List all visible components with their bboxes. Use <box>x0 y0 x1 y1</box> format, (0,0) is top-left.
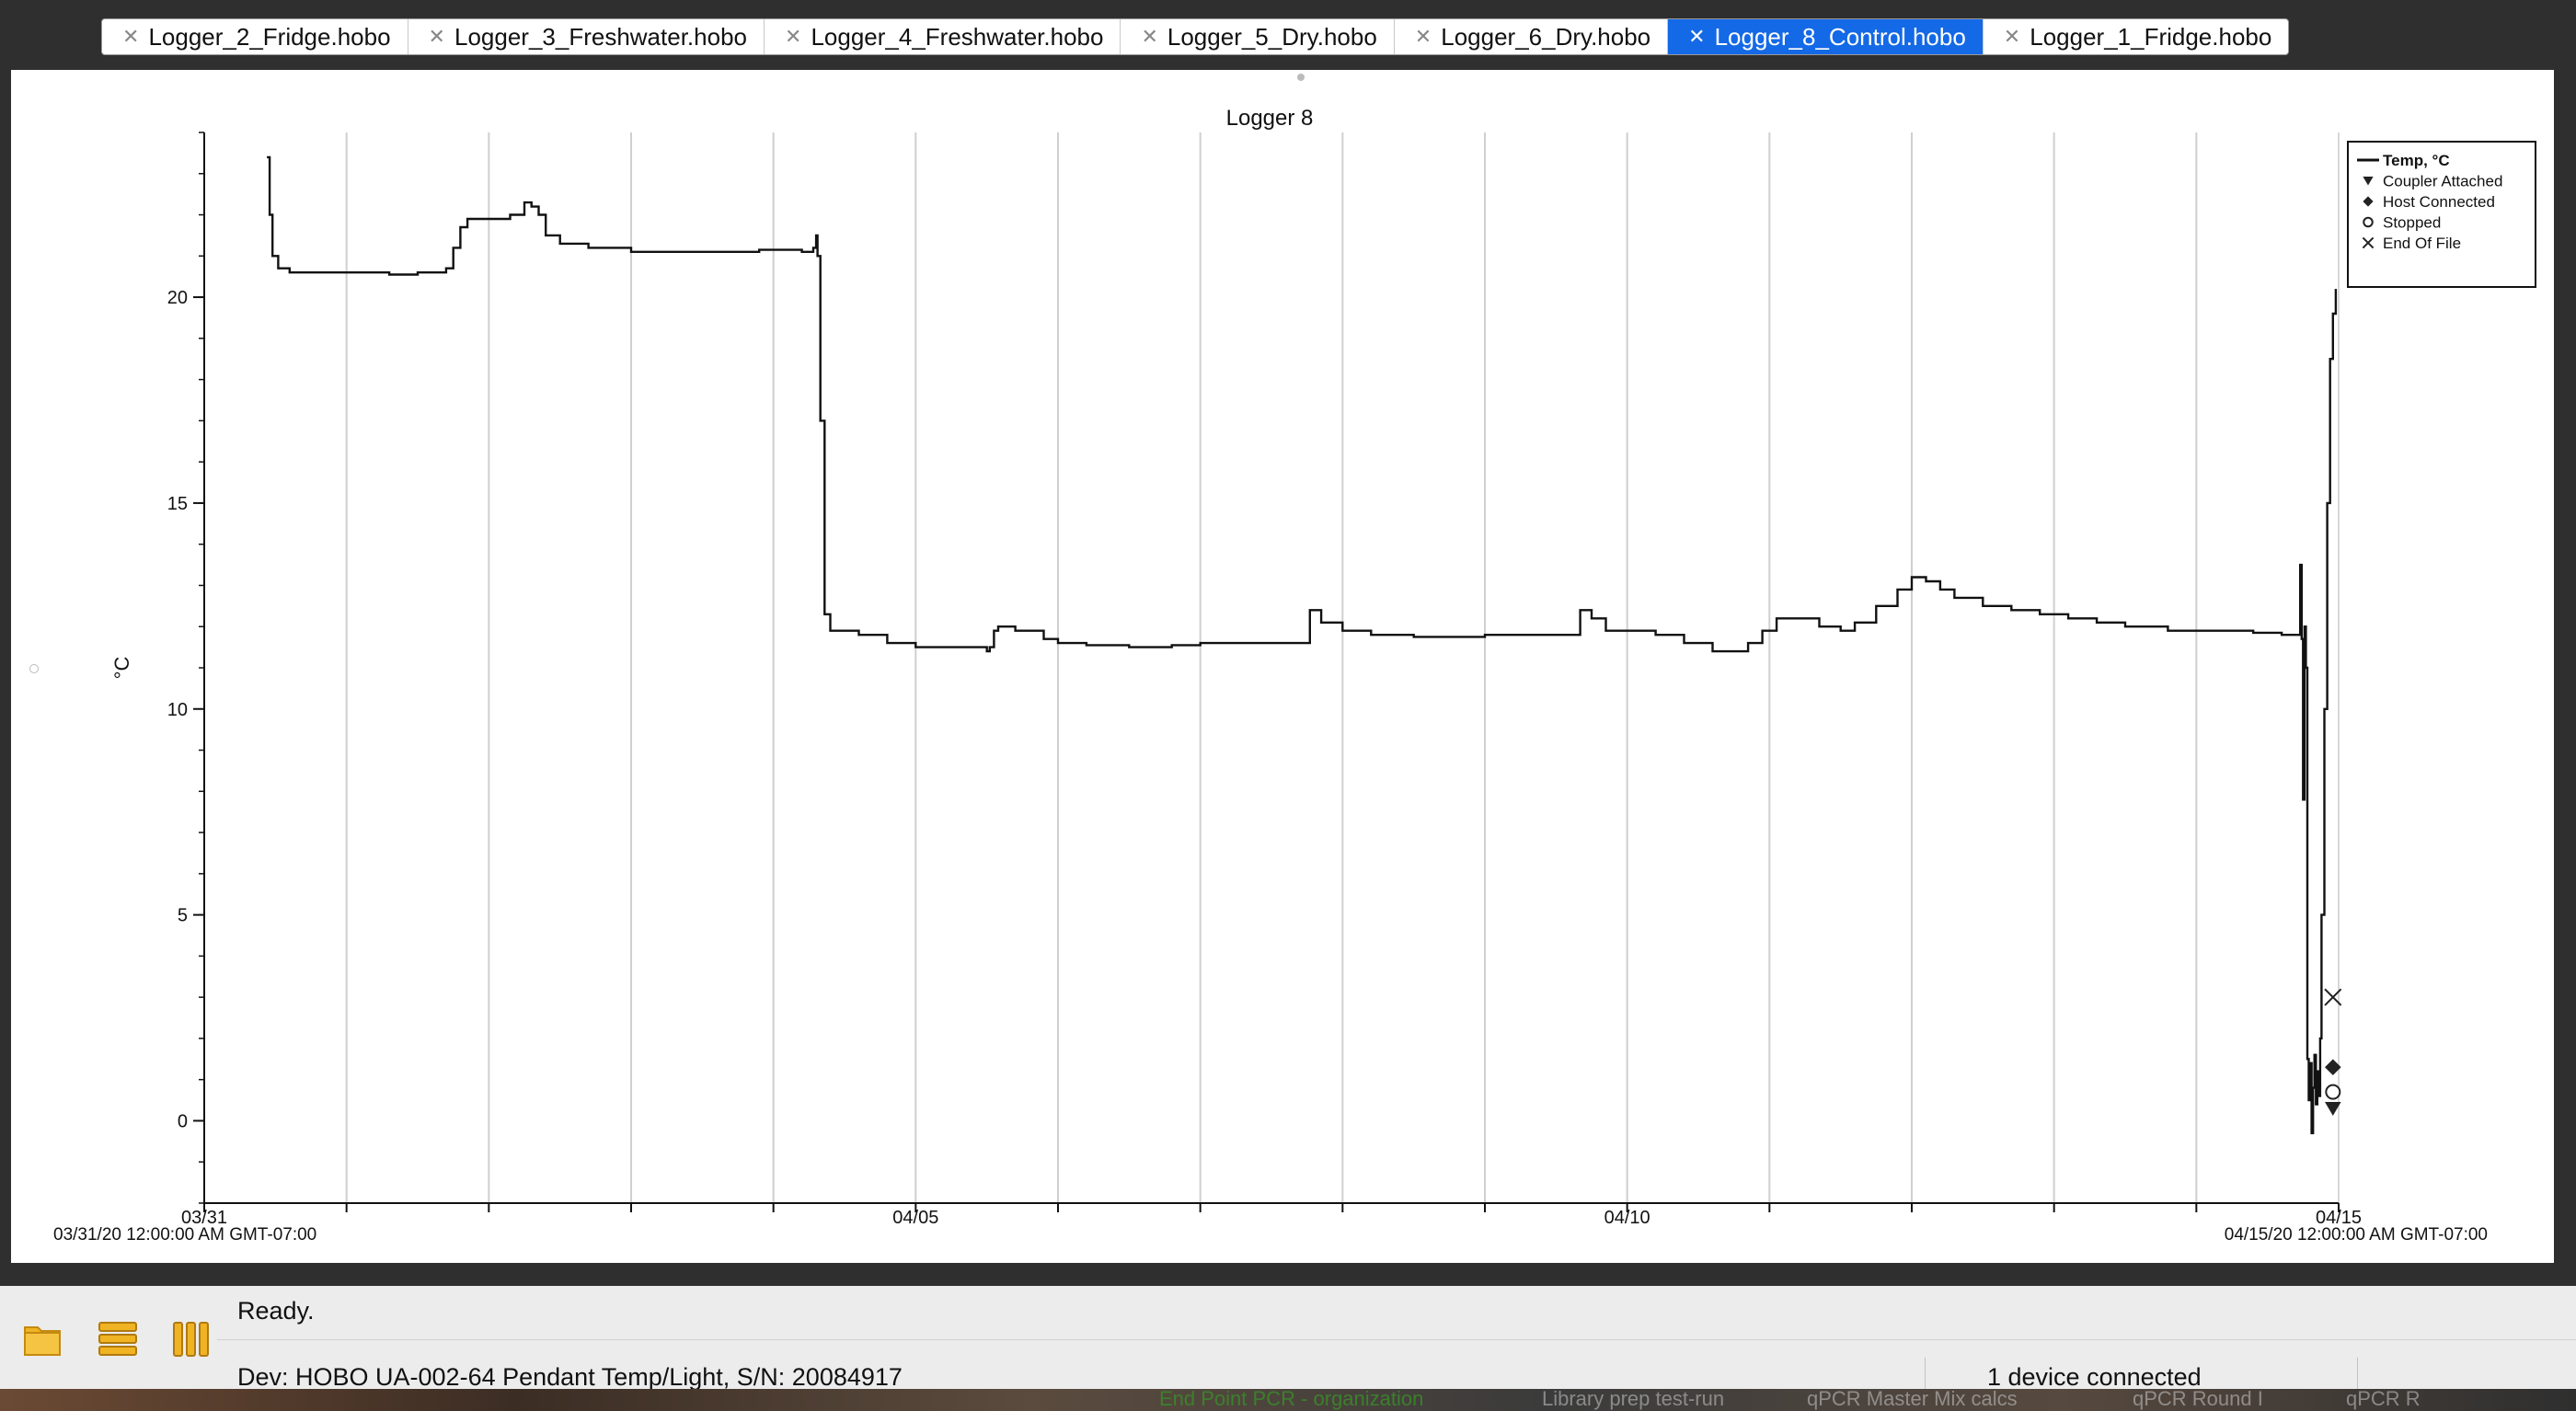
list-view-icon[interactable] <box>98 1319 138 1359</box>
legend-entry: End Of File <box>2383 235 2461 252</box>
x-tick-label: 04/05 <box>892 1208 938 1228</box>
x-range-end-label: 04/15/20 12:00:00 AM GMT-07:00 <box>2225 1225 2488 1245</box>
close-tab-icon[interactable]: ✕ <box>122 25 140 48</box>
close-tab-icon[interactable]: ✕ <box>1688 25 1706 48</box>
close-tab-icon[interactable]: ✕ <box>1414 25 1432 48</box>
close-tab-icon[interactable]: ✕ <box>428 25 445 48</box>
tab-1[interactable]: ✕ Logger_3_Freshwater.hobo <box>408 19 765 54</box>
status-divider-left <box>1925 1358 1926 1389</box>
status-divider-line <box>217 1339 2576 1340</box>
close-tab-icon[interactable]: ✕ <box>785 25 802 48</box>
event-marker <box>2325 1084 2341 1100</box>
series-line-0 <box>267 155 2338 1135</box>
dock-item-0[interactable]: End Point PCR - organization <box>1159 1387 1424 1410</box>
legend-box <box>2347 141 2536 288</box>
y-tick-label: 0 <box>178 1111 188 1131</box>
dock-item-3[interactable]: qPCR Round I <box>2133 1387 2263 1410</box>
event-marker <box>2324 988 2342 1006</box>
legend-symbol <box>2363 216 2374 228</box>
status-bar: Ready. Dev: HOBO UA-002-64 Pendant Temp/… <box>0 1286 2576 1391</box>
temperature-chart: 0 5 10 15 20 03/31 04/05 04/10 04/15 03/31/20 12:… <box>53 106 2536 1245</box>
legend-symbol <box>2363 177 2374 186</box>
event-marker <box>2325 1101 2341 1116</box>
graph-panel: 0 5 10 15 20 03/31 04/05 04/10 04/15 03/31/20 12:… <box>11 70 2554 1263</box>
close-tab-icon[interactable]: ✕ <box>2003 25 2021 48</box>
status-divider-right <box>2357 1358 2358 1389</box>
x-tick-label: 04/10 <box>1604 1208 1650 1228</box>
tab-6[interactable]: ✕ Logger_1_Fridge.hobo <box>1984 19 2289 54</box>
dock-item-1[interactable]: Library prep test-run <box>1542 1387 1725 1410</box>
legend-entry: Temp, °C <box>2383 152 2450 169</box>
dock-item-2[interactable]: qPCR Master Mix calcs <box>1807 1387 2018 1410</box>
side-splitter-handle[interactable] <box>29 664 39 673</box>
legend-entry: Host Connected <box>2383 193 2495 211</box>
folder-icon[interactable] <box>22 1319 63 1359</box>
connection-status: 1 device connected <box>1987 1363 2202 1391</box>
legend-symbol <box>2362 236 2375 249</box>
x-range-start-label: 03/31/20 12:00:00 AM GMT-07:00 <box>53 1225 316 1245</box>
tab-label: Logger_1_Fridge.hobo <box>2030 22 2272 51</box>
splitter-handle[interactable] <box>1297 74 1305 81</box>
legend-symbol <box>2363 196 2374 207</box>
legend-entry: Coupler Attached <box>2383 173 2502 190</box>
tab-0[interactable]: ✕ Logger_2_Fridge.hobo <box>102 19 408 54</box>
dock-item-4[interactable]: qPCR R <box>2346 1387 2421 1410</box>
tab-2[interactable]: ✕ Logger_4_Freshwater.hobo <box>765 19 1121 54</box>
tab-label: Logger_8_Control.hobo <box>1714 22 1966 51</box>
x-tick-label: 04/15 <box>2316 1208 2362 1228</box>
document-tab-bar: ✕ Logger_2_Fridge.hobo ✕ Logger_3_Freshwate… <box>101 18 2290 55</box>
event-marker <box>2325 1059 2341 1076</box>
tab-5[interactable]: ✕ Logger_8_Control.hobo <box>1668 19 1984 54</box>
tab-label: Logger_4_Freshwater.hobo <box>811 22 1104 51</box>
close-tab-icon[interactable]: ✕ <box>1141 25 1158 48</box>
tab-label: Logger_3_Freshwater.hobo <box>454 22 747 51</box>
column-view-icon[interactable] <box>171 1319 212 1359</box>
y-tick-label: 10 <box>167 700 188 720</box>
background-taskbar <box>0 1389 2576 1411</box>
tab-3[interactable]: ✕ Logger_5_Dry.hobo <box>1121 19 1395 54</box>
y-tick-label: 15 <box>167 494 188 514</box>
tab-label: Logger_6_Dry.hobo <box>1441 22 1651 51</box>
device-info: Dev: HOBO UA-002-64 Pendant Temp/Light, … <box>237 1363 903 1391</box>
y-tick-label: 20 <box>167 288 188 308</box>
y-tick-label: 5 <box>178 906 188 926</box>
chart-title: Logger 8 <box>1226 106 1314 131</box>
status-message: Ready. <box>237 1297 315 1325</box>
x-tick-label: 03/31 <box>181 1208 227 1228</box>
tab-4[interactable]: ✕ Logger_6_Dry.hobo <box>1395 19 1669 54</box>
tab-label: Logger_5_Dry.hobo <box>1167 22 1377 51</box>
tab-label: Logger_2_Fridge.hobo <box>148 22 391 51</box>
y-axis-label: °C <box>110 657 133 680</box>
legend-entry: Stopped <box>2383 214 2441 232</box>
